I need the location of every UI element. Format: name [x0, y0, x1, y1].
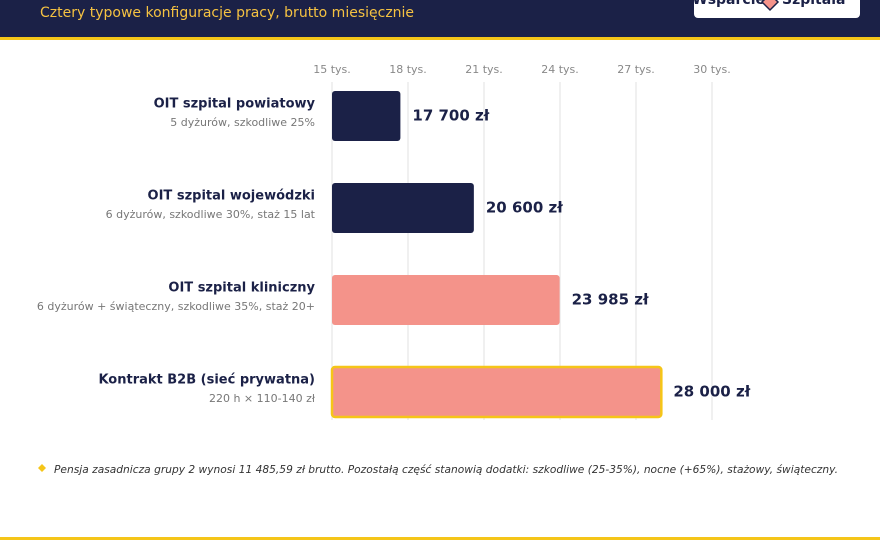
x-tick-label: 18 tys.: [389, 63, 427, 76]
category-description: 220 h × 110-140 zł: [209, 392, 316, 405]
subtitle: Cztery typowe konfiguracje pracy, brutto…: [40, 5, 414, 21]
x-tick-label: 30 tys.: [693, 63, 731, 76]
category-description: 6 dyżurów, szkodliwe 30%, staż 15 lat: [106, 208, 316, 221]
value-label: 20 600 zł: [486, 199, 563, 217]
bar: [332, 183, 474, 233]
category-label: Kontrakt B2B (sieć prywatna): [98, 373, 315, 388]
value-label: 28 000 zł: [673, 383, 750, 401]
category-description: 5 dyżurów, szkodliwe 25%: [170, 116, 315, 129]
header-rule: [0, 37, 880, 40]
logo-text: Wsparcie: [692, 0, 765, 8]
category-description: 6 dyżurów + świąteczny, szkodliwe 35%, s…: [37, 300, 315, 313]
logo-text: Szpitala: [782, 0, 845, 8]
category-label: OIT szpital kliniczny: [168, 281, 315, 296]
x-tick-label: 15 tys.: [313, 63, 351, 76]
value-label: 17 700 zł: [412, 107, 489, 125]
logo-box: [694, 0, 860, 18]
bar: [332, 91, 401, 141]
footnote: Pensja zasadnicza grupy 2 wynosi 11 485,…: [54, 463, 838, 476]
footnote-bullet: [38, 464, 46, 472]
value-label: 23 985 zł: [572, 291, 649, 309]
x-tick-label: 27 tys.: [617, 63, 655, 76]
logo-icon: [760, 0, 780, 12]
category-label: OIT szpital wojewódzki: [148, 189, 315, 204]
bar: [330, 365, 663, 419]
x-tick-label: 21 tys.: [465, 63, 503, 76]
x-tick-label: 24 tys.: [541, 63, 579, 76]
footer-rule: [0, 537, 880, 540]
bar: [332, 275, 560, 325]
category-label: OIT szpital powiatowy: [154, 97, 316, 112]
